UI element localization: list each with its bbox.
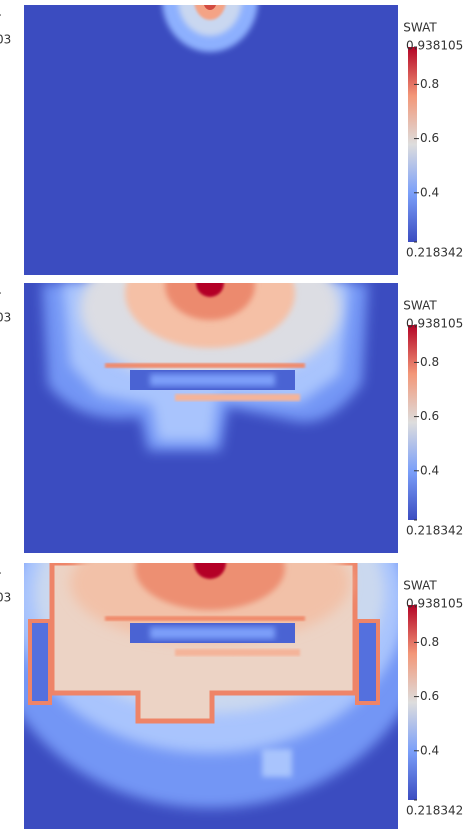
edge-label: 03 xyxy=(0,591,11,605)
colorbar xyxy=(408,325,417,520)
colorbar xyxy=(408,605,417,800)
colorbar-tick-label: 0.6 xyxy=(420,131,439,145)
colorbar-min-label: 0.218342 xyxy=(406,804,463,818)
colorbar xyxy=(408,47,417,242)
colorbar-tick-label: 0.4 xyxy=(420,185,439,199)
edge-label: 03 xyxy=(0,33,11,47)
field-panel xyxy=(24,563,398,829)
field-panel xyxy=(24,5,398,275)
colorbar-max-label: 0.938105 xyxy=(406,317,463,331)
colorbar-tick-label: 0.8 xyxy=(420,635,439,649)
colorbar-tick-label: 0.8 xyxy=(420,77,439,91)
colorbar-tick-label: 0.4 xyxy=(420,743,439,757)
edge-label: r xyxy=(0,11,1,25)
edge-label: r xyxy=(0,289,1,303)
panel-annotations: r 03 SWAT 0.938105 0.218342 0.4 0.6 0.8 xyxy=(0,289,463,538)
colorbar-min-label: 0.218342 xyxy=(406,246,463,260)
panel-annotations: r 03 SWAT 0.938105 0.218342 0.4 0.6 0.8 xyxy=(0,569,463,818)
edge-label: r xyxy=(0,569,1,583)
colorbar-title: SWAT xyxy=(403,579,437,593)
colorbar-min-label: 0.218342 xyxy=(406,524,463,538)
panel-annotations: r 03 SWAT 0.938105 0.218342 0.4 0.6 0.8 xyxy=(0,11,463,260)
field-panel xyxy=(24,283,398,553)
colorbar-tick-label: 0.8 xyxy=(420,355,439,369)
colorbar-tick-label: 0.4 xyxy=(420,463,439,477)
colorbar-tick-label: 0.6 xyxy=(420,689,439,703)
colorbar-tick-label: 0.6 xyxy=(420,409,439,423)
colorbar-title: SWAT xyxy=(403,21,437,35)
colorbar-title: SWAT xyxy=(403,299,437,313)
colorbar-max-label: 0.938105 xyxy=(406,39,463,53)
colorbar-max-label: 0.938105 xyxy=(406,597,463,611)
edge-label: 03 xyxy=(0,311,11,325)
